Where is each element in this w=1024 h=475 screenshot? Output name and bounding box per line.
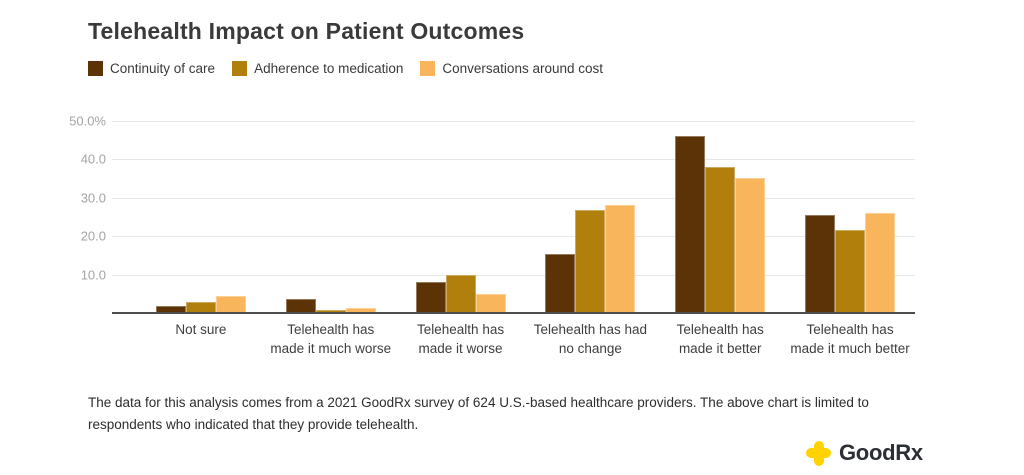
y-tick-label: 10.0 — [80, 267, 106, 283]
legend-item-3: Conversations around cost — [420, 61, 603, 76]
gridline-20 — [112, 236, 915, 238]
bar-s3-c5 — [735, 178, 766, 313]
x-axis-baseline — [112, 312, 915, 314]
bar-s1-c3 — [415, 282, 446, 313]
legend-swatch-icon — [88, 61, 103, 76]
goodrx-cross-icon — [806, 440, 831, 466]
bar-s3-c6 — [865, 213, 896, 313]
bar-s2-c5 — [705, 167, 736, 313]
legend-swatch-icon — [232, 61, 248, 76]
legend-item-1: Continuity of care — [88, 61, 215, 76]
bar-s3-c4 — [605, 205, 636, 313]
bar-group-3 — [396, 121, 526, 313]
category-label-text: Not sure — [175, 322, 227, 337]
bar-group-5 — [655, 121, 785, 313]
bar-s2-c6 — [835, 230, 866, 313]
footer-note: The data for this analysis comes from a … — [88, 395, 869, 432]
category-label-4: Telehealth has had no change — [525, 321, 655, 358]
bar-group-4 — [525, 121, 655, 313]
legend-item-label: Adherence to medication — [254, 61, 404, 76]
category-label-3: Telehealth has made it worse — [396, 321, 526, 358]
bar-s2-c2 — [315, 310, 346, 313]
bar-group-6 — [785, 121, 915, 313]
chart-title: Telehealth Impact on Patient Outcomes — [88, 18, 525, 44]
category-label-text: Telehealth has made it much better — [790, 322, 910, 356]
bar-s2-c4 — [575, 210, 606, 313]
category-label-5: Telehealth has made it better — [655, 321, 785, 358]
legend-item-label: Continuity of care — [110, 61, 216, 76]
chart-legend: Continuity of care Adherence to medicatio… — [88, 61, 603, 76]
gridline-10 — [112, 274, 915, 276]
legend-swatch-icon — [420, 61, 436, 76]
bar-s1-c5 — [675, 136, 706, 313]
bar-s1-c1 — [155, 306, 186, 313]
y-tick-label: 40.0 — [80, 151, 106, 167]
bar-s2-c3 — [445, 275, 476, 313]
category-label-2: Telehealth has made it much worse — [266, 321, 396, 358]
goodrx-logo: GoodRx — [806, 440, 923, 466]
x-axis-category-labels: Not sure Telehealth has made it much wors… — [136, 321, 915, 358]
legend-item-label: Conversations around cost — [442, 61, 603, 76]
category-label-6: Telehealth has made it much better — [785, 321, 915, 358]
bar-s1-c4 — [545, 254, 576, 313]
bar-s1-c6 — [805, 215, 836, 313]
category-label-text: Telehealth has made it much worse — [270, 322, 392, 356]
y-tick-label: 50.0% — [69, 113, 106, 129]
gridline-50 — [112, 121, 915, 122]
y-tick-label: 30.0 — [80, 190, 106, 206]
category-label-1: Not sure — [136, 321, 266, 358]
bar-groups — [136, 121, 915, 313]
bar-chart-plot-area — [112, 121, 915, 314]
y-axis-ticks: 10.0 20.0 30.0 40.0 50.0% — [40, 114, 106, 313]
bar-s3-c2 — [345, 308, 376, 313]
bar-group-2 — [266, 121, 396, 313]
goodrx-logo-text: GoodRx — [839, 440, 923, 465]
category-label-text: Telehealth has had no change — [533, 322, 648, 356]
bar-group-1 — [136, 121, 266, 313]
category-label-text: Telehealth has made it better — [676, 322, 764, 356]
bar-s3-c3 — [475, 294, 506, 313]
legend-item-2: Adherence to medication — [232, 61, 403, 76]
category-label-text: Telehealth has made it worse — [417, 322, 505, 356]
bar-s2-c1 — [185, 302, 216, 313]
y-tick-label: 20.0 — [80, 228, 106, 244]
gridline-40 — [112, 159, 915, 161]
bar-s1-c2 — [285, 299, 316, 313]
bar-s3-c1 — [215, 296, 246, 313]
gridline-30 — [112, 197, 915, 199]
